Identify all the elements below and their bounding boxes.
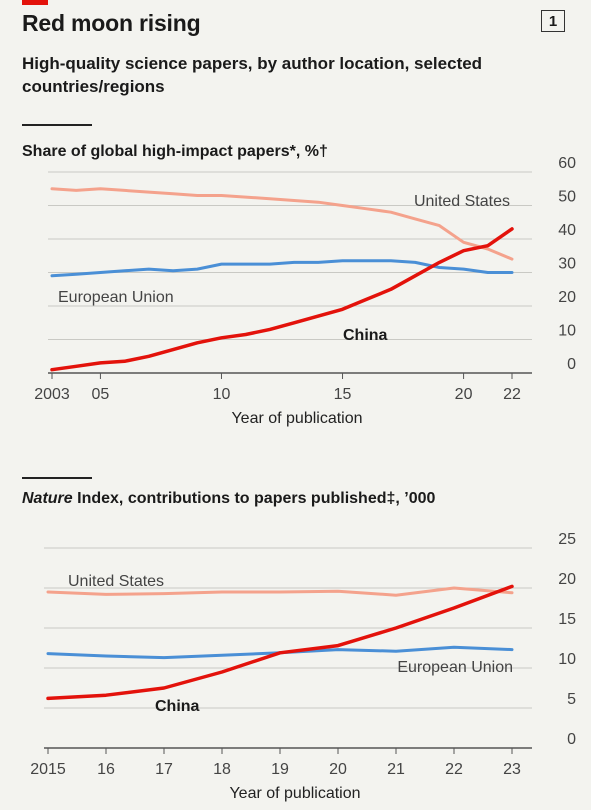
- x-axis-label: Year of publication: [231, 410, 362, 427]
- panel2-title: Nature Index, contributions to papers pu…: [22, 488, 482, 510]
- chart-subtitle: High-quality science papers, by author l…: [22, 54, 483, 96]
- x-tick-label: 20: [455, 386, 473, 403]
- y-tick-label: 20: [558, 289, 576, 306]
- x-tick-label: 21: [387, 761, 405, 778]
- series-line-china: [50, 227, 514, 372]
- series-label-china: China: [343, 327, 388, 344]
- x-tick-label: 2003: [34, 386, 70, 403]
- y-tick-label: 50: [558, 189, 576, 206]
- x-tick-label: 05: [92, 386, 110, 403]
- x-tick-label: 15: [334, 386, 352, 403]
- series-label-european-union: European Union: [397, 659, 513, 676]
- series-label-united-states: United States: [414, 193, 510, 210]
- y-tick-label: 10: [558, 651, 576, 668]
- panel2-chart: 0 5 10 15 20 25 2015 16 17 18 19 20 21 22 23 Year of pu…: [30, 531, 576, 802]
- y-tick-label: 5: [567, 691, 576, 708]
- x-tick-label: 19: [271, 761, 289, 778]
- x-tick-label: 23: [503, 761, 521, 778]
- y-tick-label: 10: [558, 323, 576, 340]
- y-tick-label: 20: [558, 571, 576, 588]
- panel1-title: Share of global high-impact papers*, %†: [22, 143, 328, 160]
- x-tick-label: 20: [329, 761, 347, 778]
- x-tick-label: 17: [155, 761, 173, 778]
- series-label-china: China: [155, 698, 200, 715]
- x-axis-label: Year of publication: [229, 785, 360, 802]
- y-tick-label: 0: [567, 731, 576, 748]
- series-line-china: [46, 584, 514, 701]
- panel1-rule: [22, 124, 92, 126]
- panel2-title-rest: Index, contributions to papers published…: [72, 490, 436, 507]
- panel2-title-italic: Nature: [22, 490, 73, 507]
- y-tick-label: 0: [567, 356, 576, 373]
- series-label-united-states: United States: [68, 573, 164, 590]
- series-line-european-union: [50, 259, 514, 278]
- chart-title: Red moon rising: [22, 10, 201, 36]
- series-label-european-union: European Union: [58, 289, 174, 306]
- x-tick-label: 18: [213, 761, 231, 778]
- brand-tab: [22, 0, 48, 5]
- x-tick-label: 22: [445, 761, 463, 778]
- x-tick-label: 22: [503, 386, 521, 403]
- panel1-chart: 0 10 20 30 40 50 60 2003 05 10 15 20 22 Year of publi…: [34, 155, 576, 427]
- y-tick-label: 40: [558, 222, 576, 239]
- y-tick-label: 30: [558, 256, 576, 273]
- x-tick-label: 2015: [30, 761, 66, 778]
- series-line-united-states: [46, 586, 514, 597]
- panel2-rule: [22, 477, 92, 479]
- y-tick-label: 60: [558, 155, 576, 172]
- x-tick-label: 16: [97, 761, 115, 778]
- chart-number-badge: 1: [541, 10, 565, 32]
- series-line-united-states: [50, 187, 514, 261]
- y-tick-label: 25: [558, 531, 576, 548]
- y-tick-label: 15: [558, 611, 576, 628]
- x-tick-label: 10: [213, 386, 231, 403]
